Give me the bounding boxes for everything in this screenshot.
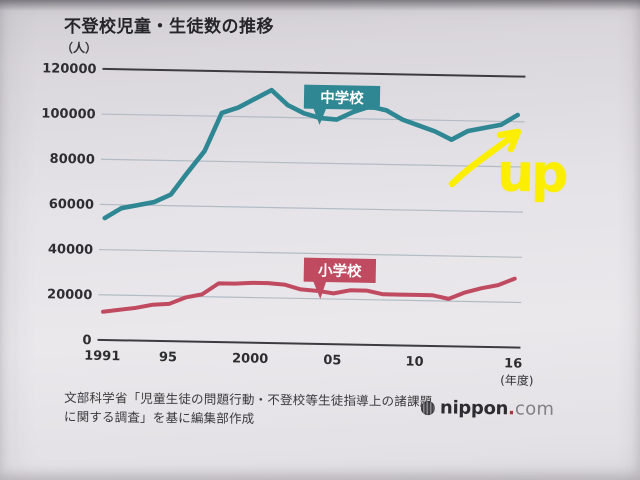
gridline	[99, 248, 523, 258]
y-tick-label: 0	[82, 333, 91, 348]
y-tick-label: 20000	[47, 287, 93, 303]
y-tick-label: 120000	[42, 61, 97, 77]
series-line-1	[101, 276, 517, 314]
series-callout-label-1: 小学校	[318, 261, 362, 280]
gridline	[100, 158, 524, 168]
x-tick-label: 16	[504, 356, 522, 371]
series-callout-label-0: 中学校	[320, 88, 364, 107]
gridline	[97, 338, 521, 349]
y-tick-label: 40000	[48, 242, 94, 258]
gridline	[99, 203, 523, 213]
logo-name-text: nippon	[439, 397, 509, 420]
x-tick-label: 10	[405, 355, 423, 370]
x-tick-label: 95	[159, 350, 177, 365]
y-tick-label: 80000	[49, 152, 95, 168]
series-callout-box-1	[303, 257, 377, 283]
x-tick-label: 1991	[84, 349, 120, 365]
source-note: 文部科学省「児童生徒の問題行動・不登校等生徒指導上の諸課題 に関する調査」を基に…	[64, 388, 444, 430]
chart-plot-group: 0 20000 40000 60000 80000 100000 120000 1991 95 2…	[41, 61, 534, 388]
gridline	[98, 294, 522, 304]
gridline	[102, 67, 526, 78]
source-note-line2: に関する調査」を基に編集部作成	[63, 409, 255, 427]
nippon-com-logo: nippon.com	[420, 397, 555, 420]
handwritten-up-annotation: up	[496, 143, 566, 205]
y-axis-unit-label: （人）	[61, 41, 98, 55]
x-tick-label: 05	[323, 353, 341, 368]
chart-title: 不登校児童・生徒数の推移	[64, 17, 274, 37]
x-tick-label: 2000	[232, 351, 268, 367]
series-callout-tail-0	[312, 106, 327, 125]
x-axis-unit-label: (年度)	[500, 372, 534, 388]
y-tick-label: 100000	[41, 106, 96, 122]
y-tick-label: 60000	[49, 197, 95, 213]
series-callout-tail-1	[312, 279, 327, 299]
series-callout-box-0	[303, 84, 381, 111]
logo-tld-text: com	[514, 398, 555, 420]
nippon-globe-icon	[420, 400, 436, 415]
